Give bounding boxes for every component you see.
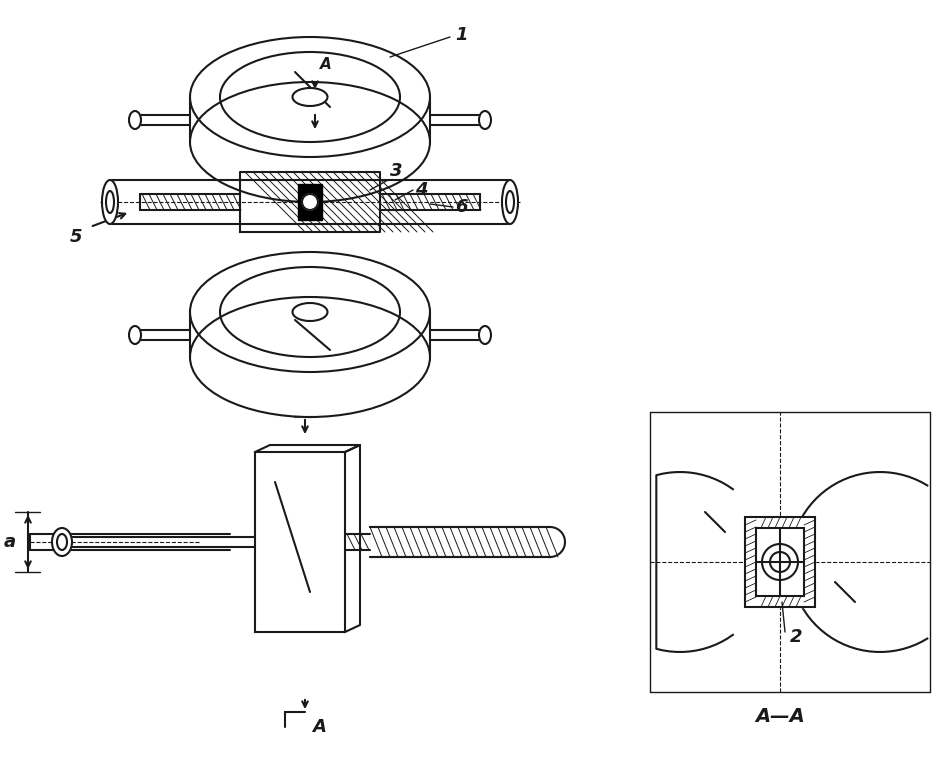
Text: A: A [318, 398, 331, 416]
Bar [744, 517, 814, 607]
Bar [744, 517, 814, 607]
Bar [298, 184, 322, 220]
Text: 6: 6 [454, 198, 467, 216]
Ellipse shape [52, 528, 72, 556]
Text: 1: 1 [454, 26, 467, 44]
Ellipse shape [106, 191, 114, 213]
Ellipse shape [189, 37, 429, 157]
Ellipse shape [479, 326, 490, 344]
Circle shape [302, 194, 318, 210]
Ellipse shape [57, 534, 67, 550]
Ellipse shape [189, 252, 429, 372]
Ellipse shape [292, 88, 327, 106]
Ellipse shape [189, 297, 429, 417]
Ellipse shape [189, 82, 429, 202]
Ellipse shape [292, 303, 327, 321]
Text: 5: 5 [69, 228, 83, 246]
Ellipse shape [129, 326, 141, 344]
Text: 4: 4 [414, 181, 427, 199]
Ellipse shape [506, 191, 513, 213]
Ellipse shape [129, 111, 141, 129]
Circle shape [762, 544, 797, 580]
Ellipse shape [479, 111, 490, 129]
Circle shape [769, 552, 789, 572]
Bar [755, 528, 803, 596]
Bar [755, 528, 803, 596]
Text: 3: 3 [389, 162, 402, 180]
Text: A: A [311, 718, 326, 736]
Ellipse shape [502, 180, 518, 224]
Text: A: A [320, 57, 331, 72]
Ellipse shape [102, 180, 118, 224]
Text: 2: 2 [789, 628, 802, 646]
Text: A—A: A—A [754, 707, 804, 726]
Text: a: a [4, 533, 16, 551]
